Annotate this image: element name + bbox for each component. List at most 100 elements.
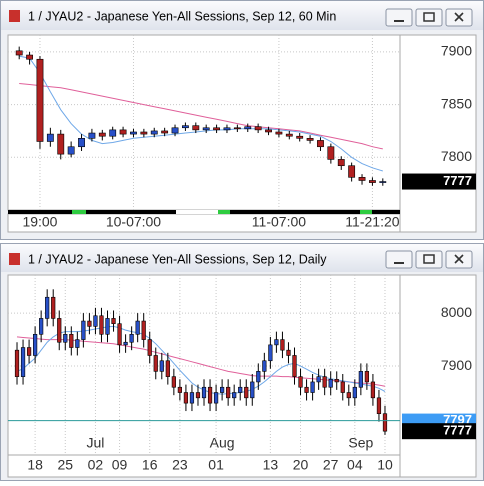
candle-body bbox=[140, 131, 148, 135]
candle-body bbox=[135, 320, 140, 335]
candle-body bbox=[192, 125, 200, 131]
candle-body bbox=[69, 333, 74, 348]
y-tick-label: 7850 bbox=[441, 95, 472, 111]
candle-body bbox=[15, 50, 23, 56]
window-60min: 1 / JYAU2 - Japanese Yen-All Sessions, S… bbox=[0, 0, 484, 240]
candle-body bbox=[233, 127, 241, 130]
candle-body bbox=[26, 54, 34, 60]
window-buttons[interactable] bbox=[385, 250, 473, 269]
x-tick-label: 10 bbox=[377, 457, 393, 473]
candle-body bbox=[223, 127, 231, 131]
x-tick-label: 19:00 bbox=[22, 214, 57, 230]
candle-body bbox=[364, 371, 369, 383]
candle-body bbox=[117, 323, 122, 346]
candle-body bbox=[327, 146, 335, 160]
month-label: Aug bbox=[210, 435, 235, 451]
candle-body bbox=[285, 133, 293, 137]
x-tick-label: 18 bbox=[27, 457, 43, 473]
candle-body bbox=[322, 376, 327, 388]
candle-body bbox=[274, 339, 279, 346]
candle-body bbox=[292, 355, 297, 377]
x-tick-label: 04 bbox=[347, 457, 363, 473]
candle-body bbox=[213, 392, 219, 404]
candle-body bbox=[376, 397, 382, 415]
moving-average-line bbox=[19, 55, 383, 172]
candle-body bbox=[161, 130, 169, 134]
candle-body bbox=[63, 333, 68, 343]
candle-body bbox=[99, 315, 104, 335]
last-price-box bbox=[402, 423, 476, 440]
app-icon bbox=[9, 253, 20, 265]
candle-body bbox=[275, 131, 283, 135]
candle-body bbox=[250, 381, 255, 399]
x-tick-label: 27 bbox=[323, 457, 339, 473]
candle-body bbox=[358, 177, 366, 181]
moving-average-line bbox=[19, 83, 383, 150]
candle-body bbox=[254, 126, 262, 131]
candle-body bbox=[317, 140, 324, 148]
candle-body bbox=[280, 339, 285, 351]
y-tick-label: 7900 bbox=[441, 357, 472, 373]
candle-body bbox=[39, 318, 44, 335]
candle-body bbox=[75, 339, 80, 348]
candle-body bbox=[57, 318, 62, 343]
candle-body bbox=[256, 371, 261, 383]
month-label: Sep bbox=[348, 435, 373, 451]
candle-body bbox=[262, 360, 267, 372]
candle-body bbox=[298, 376, 303, 388]
last-price-label: 7777 bbox=[443, 173, 472, 188]
candle-body bbox=[316, 376, 321, 383]
candle-body bbox=[244, 386, 249, 399]
candle-body bbox=[88, 132, 96, 139]
y-tick-label: 7900 bbox=[441, 43, 472, 59]
candle-body bbox=[202, 127, 210, 131]
candle-body bbox=[159, 360, 164, 372]
window-title: 1 / JYAU2 - Japanese Yen-All Sessions, S… bbox=[28, 252, 327, 266]
candle-body bbox=[141, 320, 146, 340]
candle-body bbox=[370, 381, 376, 399]
candle-body bbox=[171, 376, 176, 388]
candle-body bbox=[213, 127, 220, 131]
window-buttons[interactable] bbox=[385, 8, 473, 27]
candle-body bbox=[244, 126, 252, 130]
last-price-box bbox=[402, 173, 476, 190]
candle-body bbox=[129, 333, 134, 343]
x-tick-label: 16 bbox=[142, 457, 158, 473]
candle-body bbox=[33, 333, 38, 356]
candle-body bbox=[93, 315, 98, 327]
candle-body bbox=[165, 360, 170, 377]
candle-body bbox=[296, 135, 304, 139]
candle-body bbox=[67, 146, 75, 155]
candle-body bbox=[171, 127, 179, 134]
candle-body bbox=[130, 131, 137, 135]
candle-body bbox=[177, 386, 182, 393]
candle-body bbox=[382, 413, 388, 432]
y-tick-label: 7800 bbox=[441, 148, 472, 164]
candle-body bbox=[334, 378, 339, 383]
last-price-label: 7777 bbox=[443, 423, 472, 438]
y-tick-label: 8000 bbox=[441, 304, 472, 320]
candle-body bbox=[57, 133, 65, 155]
app-icon bbox=[9, 10, 20, 22]
x-tick-label: 20 bbox=[293, 457, 309, 473]
candle-body bbox=[286, 349, 291, 356]
candle-body bbox=[153, 355, 158, 372]
candle-body bbox=[183, 392, 189, 404]
candle-body bbox=[232, 392, 237, 399]
candle-body bbox=[123, 341, 128, 346]
candle-body bbox=[147, 339, 152, 356]
x-tick-label: 11-07:00 bbox=[252, 214, 306, 230]
candle-body bbox=[46, 133, 54, 142]
candle-body bbox=[220, 386, 225, 393]
candle-body bbox=[265, 129, 272, 133]
candle-body bbox=[348, 165, 356, 178]
candle-body bbox=[87, 320, 92, 327]
candle-body bbox=[226, 386, 231, 399]
candle-body bbox=[20, 347, 26, 377]
x-tick-label: 09 bbox=[112, 457, 128, 473]
candle-body bbox=[26, 347, 32, 356]
candle-body bbox=[111, 318, 116, 325]
candle-body bbox=[379, 181, 387, 183]
